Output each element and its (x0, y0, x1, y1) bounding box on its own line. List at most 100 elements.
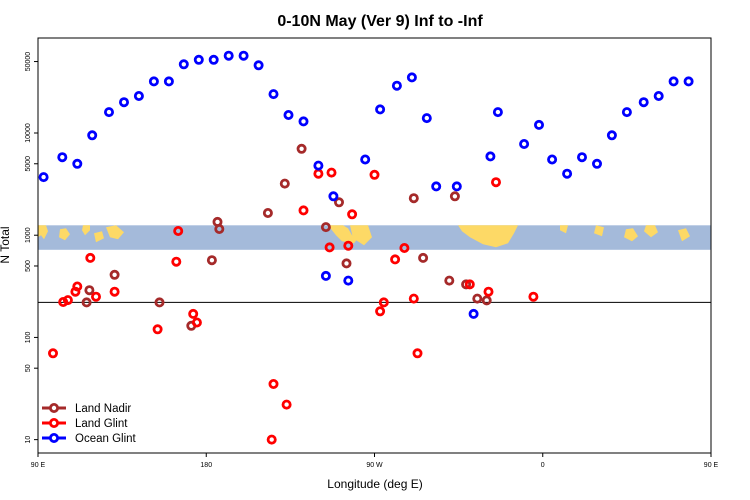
data-point-ocean-glint (577, 152, 588, 163)
data-point-land-nadir (262, 207, 273, 218)
data-point-land-nadir (444, 275, 455, 286)
data-point-ocean-glint (468, 308, 479, 319)
data-point-land-nadir (418, 252, 429, 263)
land-shape (458, 225, 518, 248)
data-point-ocean-glint (283, 110, 294, 121)
data-point-land-nadir (461, 279, 472, 290)
data-point-land-nadir (481, 295, 492, 306)
data-point-land-glint (490, 177, 501, 188)
data-point-ocean-glint (133, 91, 144, 102)
data-point-ocean-glint (298, 116, 309, 127)
data-point-land-glint (343, 240, 354, 251)
data-point-ocean-glint (148, 76, 159, 87)
data-point-land-glint (72, 281, 83, 292)
data-points-layer (38, 50, 694, 445)
data-point-land-glint (412, 348, 423, 359)
land-shape (59, 228, 70, 241)
data-point-ocean-glint (328, 191, 339, 202)
data-point-land-nadir (81, 297, 92, 308)
data-point-ocean-glint (421, 113, 432, 124)
ocean-band (38, 225, 711, 250)
land-shape (560, 225, 568, 234)
data-point-land-nadir (320, 222, 331, 233)
data-point-ocean-glint (375, 104, 386, 115)
data-point-land-nadir (109, 269, 120, 280)
data-point-ocean-glint (238, 50, 249, 61)
chart-title: 0-10N May (Ver 9) Inf to -Inf (277, 13, 483, 30)
data-point-ocean-glint (72, 158, 83, 169)
y-tick-label: 50 (25, 364, 32, 372)
land-shape (350, 225, 372, 246)
data-point-ocean-glint (57, 152, 68, 163)
data-point-land-glint (171, 256, 182, 267)
y-tick-label: 10 (25, 436, 32, 444)
data-point-land-nadir (154, 297, 165, 308)
y-tick-label: 10000 (25, 123, 32, 143)
data-point-land-glint (85, 252, 96, 263)
data-point-land-glint (375, 306, 386, 317)
data-point-ocean-glint (178, 59, 189, 70)
land-shape (106, 225, 124, 240)
y-tick-label: 500 (25, 260, 32, 272)
y-tick-label: 5000 (25, 156, 32, 172)
legend-label: Ocean Glint (75, 433, 137, 445)
data-point-land-glint (62, 295, 73, 306)
data-point-land-nadir (341, 258, 352, 269)
data-point-ocean-glint (431, 181, 442, 192)
data-point-land-glint (483, 286, 494, 297)
data-point-ocean-glint (360, 154, 371, 165)
data-point-ocean-glint (451, 181, 462, 192)
legend-label: Land Nadir (75, 403, 131, 415)
data-point-land-glint (191, 317, 202, 328)
data-point-land-glint (464, 279, 475, 290)
data-point-land-glint (298, 205, 309, 216)
data-point-ocean-glint (534, 119, 545, 130)
legend-marker (49, 432, 60, 443)
legend-marker (49, 402, 60, 413)
data-point-land-glint (369, 169, 380, 180)
data-point-ocean-glint (621, 107, 632, 118)
data-point-ocean-glint (592, 158, 603, 169)
data-point-land-nadir (279, 178, 290, 189)
data-point-ocean-glint (193, 54, 204, 65)
legend-label: Land Glint (75, 418, 128, 430)
data-point-land-glint (347, 209, 358, 220)
data-point-ocean-glint (562, 168, 573, 179)
data-point-ocean-glint (320, 270, 331, 281)
land-shape (624, 228, 638, 242)
y-tick-label: 1000 (25, 227, 32, 243)
data-point-land-glint (281, 399, 292, 410)
data-point-ocean-glint (668, 76, 679, 87)
land-shape (644, 225, 658, 238)
data-point-ocean-glint (208, 54, 219, 65)
data-point-land-glint (109, 286, 120, 297)
land-shape (594, 225, 604, 237)
x-tick-label: 90 E (31, 462, 46, 469)
data-point-ocean-glint (87, 130, 98, 141)
land-shape (328, 225, 358, 244)
data-point-ocean-glint (547, 154, 558, 165)
land-shape (94, 231, 104, 243)
data-point-ocean-glint (268, 89, 279, 100)
data-point-ocean-glint (406, 72, 417, 83)
data-point-ocean-glint (313, 160, 324, 171)
data-point-ocean-glint (119, 97, 130, 108)
data-point-land-glint (378, 297, 389, 308)
y-axis-label: N Total (0, 226, 12, 263)
data-point-land-glint (266, 434, 277, 445)
data-point-land-glint (188, 308, 199, 319)
y-tick-label: 100 (25, 331, 32, 343)
data-point-land-nadir (333, 197, 344, 208)
land-shape (678, 228, 690, 242)
data-point-land-nadir (214, 223, 225, 234)
data-point-ocean-glint (343, 275, 354, 286)
data-point-ocean-glint (653, 91, 664, 102)
data-point-ocean-glint (163, 76, 174, 87)
y-tick-label: 50000 (25, 52, 32, 72)
legend-marker (49, 417, 60, 428)
data-point-ocean-glint (492, 107, 503, 118)
data-point-land-glint (268, 378, 279, 389)
x-tick-label: 90 W (366, 462, 383, 469)
